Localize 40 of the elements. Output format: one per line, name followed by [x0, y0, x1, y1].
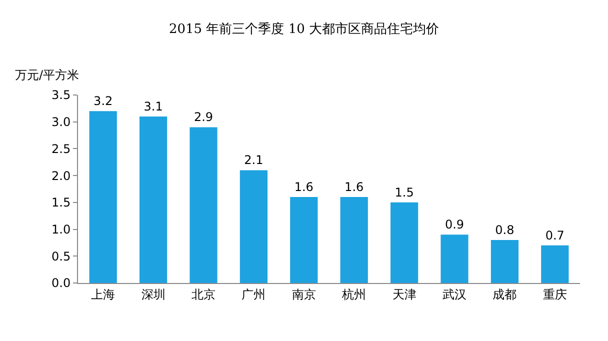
data-label: 2.9	[194, 110, 214, 124]
x-tick-label: 上海	[91, 287, 116, 302]
y-tick-label: 3.5	[52, 88, 71, 102]
x-tick-label: 武汉	[442, 287, 466, 302]
y-tick-label: 1.0	[52, 222, 71, 236]
bar	[490, 240, 519, 283]
bar	[240, 170, 268, 283]
chart-title: 2015 年前三个季度 10 大都市区商品住宅均价	[168, 20, 440, 37]
bar	[440, 234, 468, 283]
y-tick-label: 0.5	[52, 249, 71, 264]
x-tick-label: 广州	[242, 287, 266, 302]
data-label: 1.6	[294, 180, 314, 194]
x-tick-label: 南京	[292, 287, 316, 302]
bar	[340, 197, 368, 283]
data-label: 0.9	[444, 218, 464, 232]
bar	[290, 197, 318, 283]
data-label: 0.8	[495, 223, 514, 238]
bar	[390, 202, 418, 283]
data-label: 1.6	[344, 180, 364, 194]
y-tick-label: 1.5	[52, 196, 71, 210]
bar	[541, 245, 569, 283]
data-label: 0.7	[545, 228, 564, 242]
y-tick-label: 2.5	[52, 142, 71, 156]
x-tick-label: 北京	[192, 287, 216, 302]
y-tick-label: 2.0	[52, 168, 71, 183]
data-label: 3.2	[94, 94, 113, 108]
y-axis-title: 万元/平方米	[15, 68, 80, 82]
x-tick-label: 重庆	[542, 287, 567, 302]
x-tick-label: 天津	[392, 287, 416, 302]
bar	[140, 116, 168, 283]
y-tick-label: 3.0	[52, 115, 71, 130]
bar	[190, 127, 218, 283]
x-tick-label: 成都	[492, 287, 517, 302]
x-tick-label: 杭州	[341, 287, 366, 302]
y-tick-label: 0.0	[52, 276, 71, 290]
x-tick-label: 深圳	[141, 287, 166, 302]
data-label: 3.1	[144, 99, 163, 114]
bar	[89, 111, 117, 283]
data-label: 1.5	[394, 185, 414, 200]
data-label: 2.1	[244, 153, 264, 168]
